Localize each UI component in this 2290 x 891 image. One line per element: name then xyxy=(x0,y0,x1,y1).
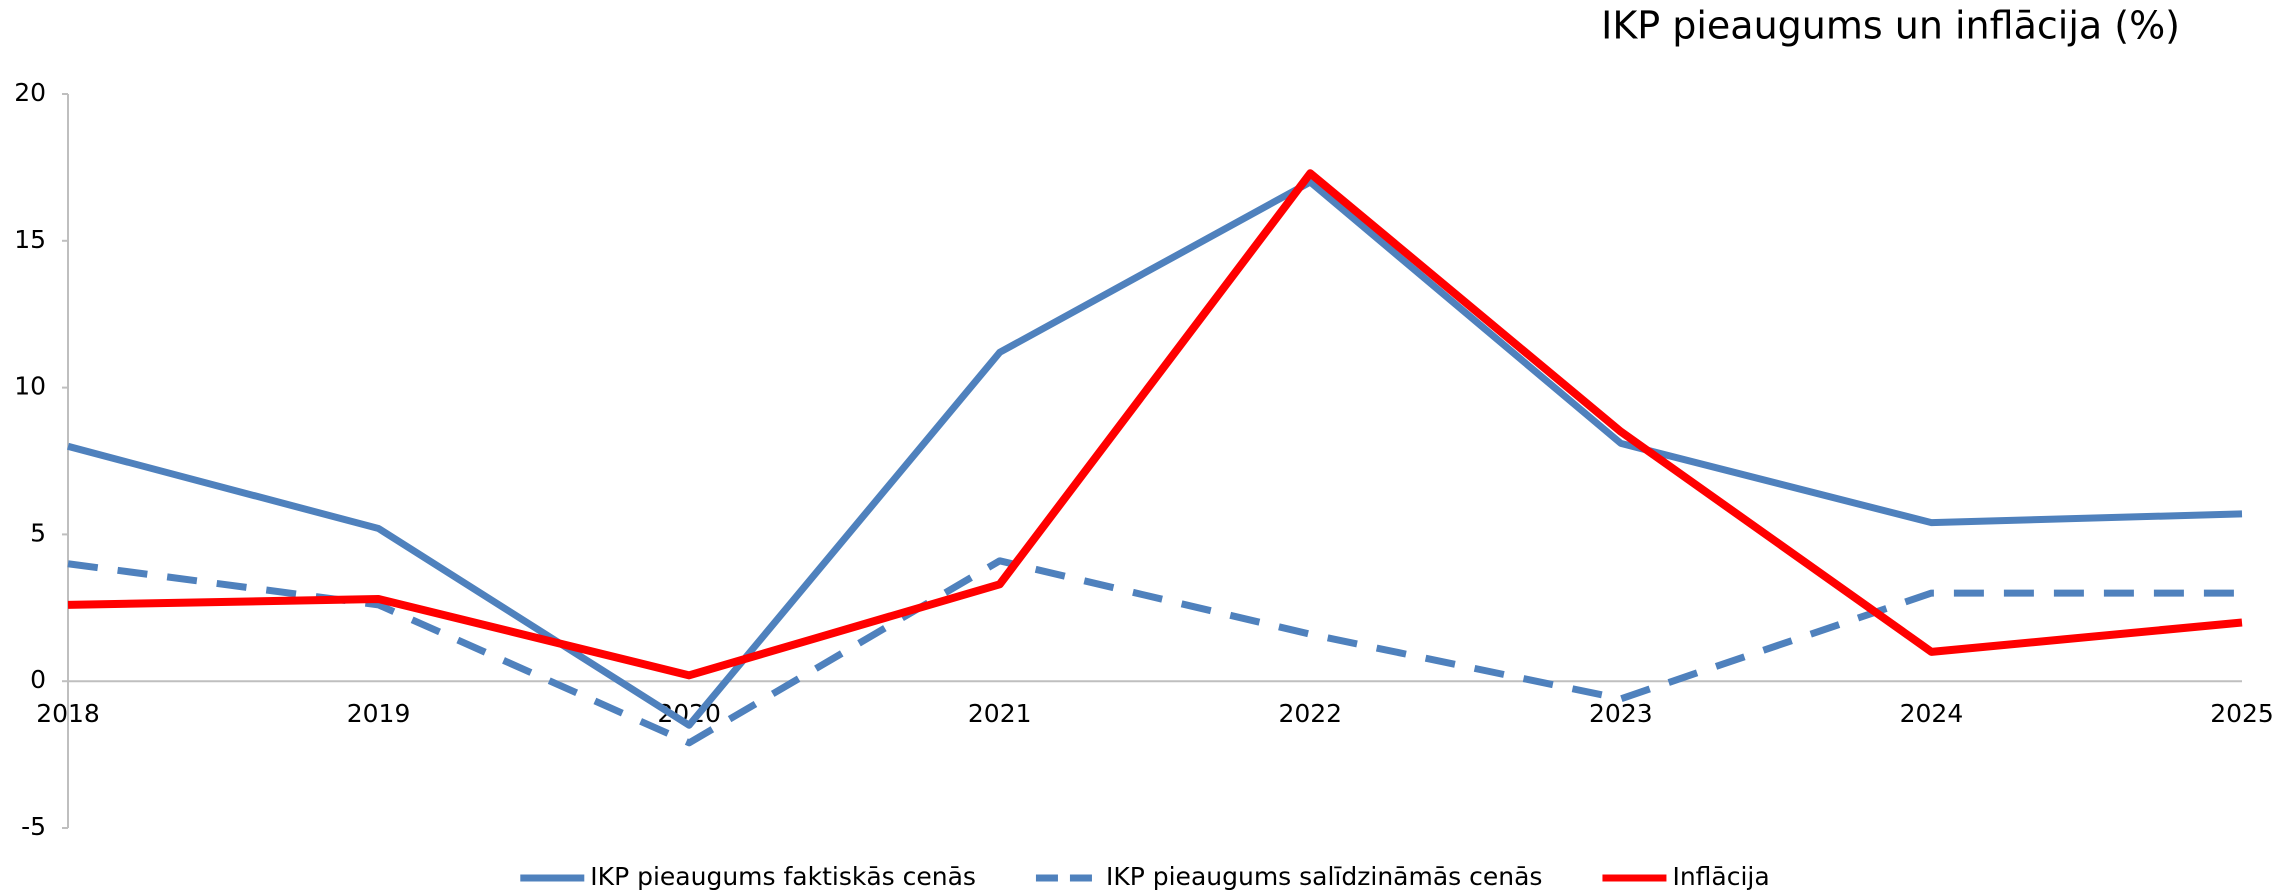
legend-label: Inflācija xyxy=(1672,862,1769,891)
y-tick-label: 0 xyxy=(30,665,46,694)
legend-label: IKP pieaugums salīdzināmās cenās xyxy=(1106,862,1543,891)
line-series xyxy=(67,169,2243,680)
line-series xyxy=(67,178,2243,729)
y-tick-label: 10 xyxy=(14,372,46,401)
x-tick-label: 2025 xyxy=(2210,699,2274,728)
x-tick-label: 2018 xyxy=(36,699,100,728)
y-tick-label: 5 xyxy=(30,518,46,547)
chart-title: IKP pieaugums un inflācija (%) xyxy=(1601,4,2180,48)
y-tick-label: -5 xyxy=(21,812,46,841)
x-tick-label: 2023 xyxy=(1589,699,1653,728)
y-tick-label: 15 xyxy=(14,225,46,254)
x-tick-label: 2019 xyxy=(347,699,411,728)
y-tick-label: 20 xyxy=(14,78,46,107)
x-tick-label: 2022 xyxy=(1278,699,1342,728)
legend-label: IKP pieaugums faktiskās cenās xyxy=(590,862,976,891)
x-tick-label: 2024 xyxy=(1900,699,1964,728)
x-tick-label: 2021 xyxy=(968,699,1032,728)
